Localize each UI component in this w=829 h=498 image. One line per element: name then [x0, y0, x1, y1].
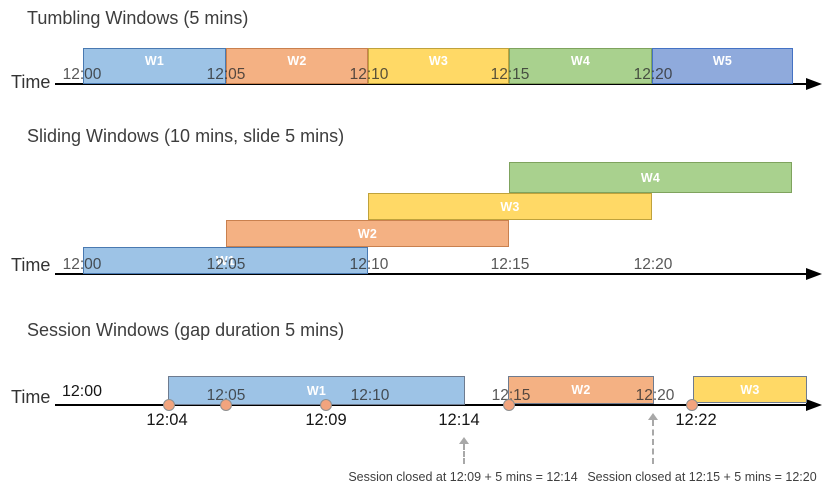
session-event-dot-0 — [163, 399, 175, 411]
session-event-label-12:09: 12:09 — [305, 411, 347, 429]
sliding-tick-12:20: 12:20 — [633, 256, 673, 273]
session-event-label-12:04: 12:04 — [146, 411, 188, 429]
sliding-tick-12:10: 12:10 — [349, 256, 389, 273]
tumbling-tick-12:05: 12:05 — [206, 66, 246, 83]
session-tick-12:00: 12:00 — [61, 383, 103, 400]
session-dashed-arrow-line-0 — [463, 444, 465, 464]
tumbling-window-label-w5: W5 — [712, 54, 733, 68]
tumbling-windows-title: Tumbling Windows (5 mins) — [27, 8, 249, 28]
time-axis-label-session: Time — [11, 387, 51, 407]
session-window-w1: W1 — [168, 376, 465, 405]
tumbling-tick-12:00: 12:00 — [62, 66, 102, 83]
sliding-window-w1: W1 — [83, 247, 368, 274]
session-dashed-arrow-line-1 — [652, 420, 654, 464]
sliding-window-w4: W4 — [509, 162, 792, 193]
session-tick-12:20: 12:20 — [635, 387, 675, 404]
sliding-window-w2: W2 — [226, 220, 509, 247]
time-axis-arrowhead-sliding — [806, 268, 822, 280]
tumbling-window-w4: W4 — [509, 48, 652, 84]
sliding-tick-12:15: 12:15 — [490, 256, 530, 273]
session-event-label-12:14: 12:14 — [438, 411, 480, 429]
time-axis-sliding — [55, 273, 812, 275]
session-window-w3: W3 — [693, 376, 807, 403]
session-annotation-1: Session closed at 12:15 + 5 mins = 12:20 — [587, 470, 817, 484]
session-event-dot-3 — [503, 399, 515, 411]
session-tick-12:10: 12:10 — [350, 387, 390, 404]
tumbling-window-label-w1: W1 — [144, 54, 165, 68]
session-annotation-0: Session closed at 12:09 + 5 mins = 12:14 — [348, 470, 578, 484]
session-event-dot-4 — [686, 399, 698, 411]
session-dashed-arrowhead-0 — [459, 437, 469, 444]
tumbling-window-w1: W1 — [83, 48, 226, 84]
tumbling-tick-12:10: 12:10 — [349, 66, 389, 83]
sliding-window-w3: W3 — [368, 193, 652, 220]
time-axis-session — [55, 404, 812, 406]
session-window-label-w2: W2 — [571, 383, 591, 397]
tumbling-window-label-w3: W3 — [428, 54, 449, 68]
time-axis-arrowhead-tumbling — [806, 78, 822, 90]
tumbling-window-w5: W5 — [652, 48, 793, 84]
tumbling-window-label-w2: W2 — [287, 54, 307, 68]
session-window-label-w3: W3 — [740, 382, 760, 397]
sliding-window-label-w3: W3 — [500, 199, 520, 214]
session-event-label-12:22: 12:22 — [675, 411, 717, 429]
tumbling-window-w3: W3 — [368, 48, 509, 84]
session-dashed-arrowhead-1 — [648, 413, 658, 420]
tumbling-window-label-w4: W4 — [570, 54, 591, 68]
session-window-label-w1: W1 — [306, 383, 327, 398]
sliding-tick-12:00: 12:00 — [62, 256, 102, 273]
time-axis-label-sliding: Time — [11, 255, 51, 275]
sliding-window-label-w4: W4 — [640, 170, 661, 185]
session-tick-12:15: 12:15 — [491, 387, 531, 404]
session-event-dot-1 — [220, 399, 232, 411]
session-windows-title: Session Windows (gap duration 5 mins) — [27, 320, 345, 340]
session-tick-12:05: 12:05 — [206, 387, 246, 404]
time-axis-tumbling — [55, 83, 812, 85]
sliding-window-label-w2: W2 — [357, 226, 378, 241]
tumbling-tick-12:15: 12:15 — [490, 66, 530, 83]
sliding-window-label-w1: W1 — [215, 253, 236, 268]
tumbling-window-w2: W2 — [226, 48, 368, 84]
sliding-windows-title: Sliding Windows (10 mins, slide 5 mins) — [27, 126, 345, 146]
time-axis-arrowhead-session — [806, 399, 822, 411]
tumbling-tick-12:20: 12:20 — [633, 66, 673, 83]
time-axis-label-tumbling: Time — [11, 72, 51, 92]
session-window-w2: W2 — [508, 376, 654, 404]
session-event-dot-2 — [320, 399, 332, 411]
sliding-tick-12:05: 12:05 — [206, 256, 246, 273]
